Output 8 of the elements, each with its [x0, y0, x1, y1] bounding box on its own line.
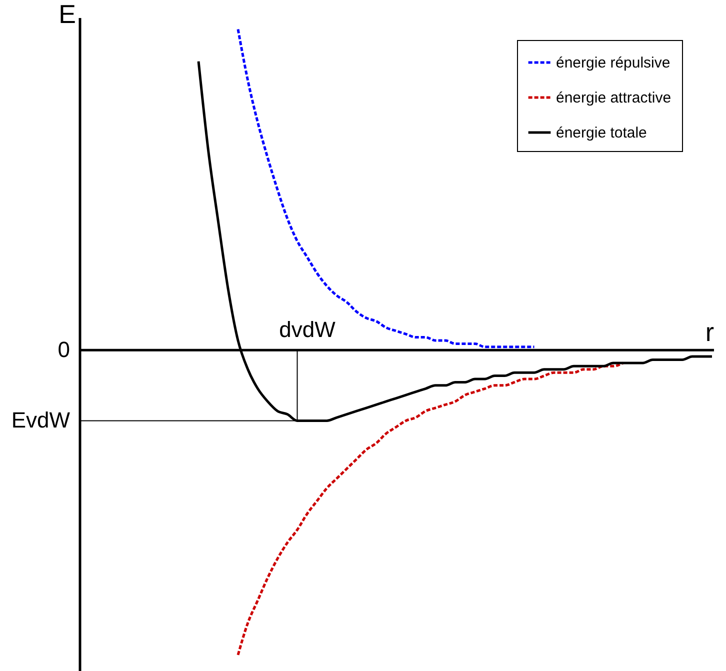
text: 0	[58, 337, 70, 362]
legend-label: énergie totale	[556, 124, 647, 142]
y-axis-title: E	[58, 0, 76, 29]
legend-label: énergie attractive	[556, 90, 672, 106]
text: EvdW	[11, 408, 70, 433]
legend-label: énergie répulsive	[556, 54, 670, 72]
annotation: dvdW	[279, 317, 336, 342]
x-axis-title: r	[705, 317, 714, 348]
